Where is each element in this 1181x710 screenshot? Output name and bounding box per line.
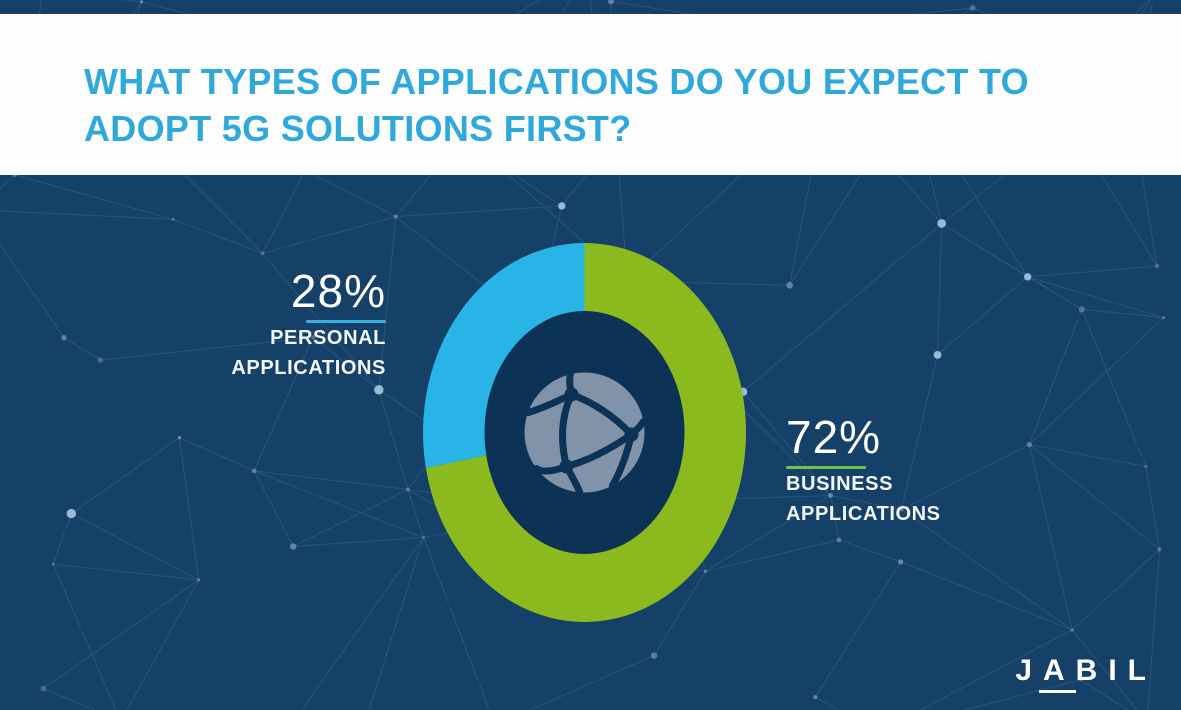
- network-globe-icon: [524, 370, 647, 495]
- globe-node: [624, 427, 639, 442]
- business-label-line1: BUSINESS: [786, 473, 894, 495]
- jabil-logo-a-crossbar: [1039, 690, 1077, 693]
- personal-underline: [306, 320, 386, 323]
- personal-percent: 28%: [290, 265, 386, 317]
- title-line-1: WHAT TYPES OF APPLICATIONS DO YOU EXPECT…: [84, 61, 1029, 102]
- business-callout: 72% BUSINESS APPLICATIONS: [786, 414, 1026, 529]
- personal-label-line2: APPLICATIONS: [231, 357, 386, 379]
- header-band: WHAT TYPES OF APPLICATIONS DO YOU EXPECT…: [0, 14, 1181, 175]
- donut-chart: [423, 243, 746, 622]
- globe-node: [564, 387, 579, 402]
- donut-segment-personal: [423, 243, 585, 469]
- personal-label-line1: PERSONAL: [270, 327, 386, 349]
- donut-segment-business: [425, 243, 746, 622]
- globe-network-lines: [525, 370, 647, 495]
- business-label-line2: APPLICATIONS: [786, 503, 941, 525]
- title-line-2: ADOPT 5G SOLUTIONS FIRST?: [84, 108, 632, 149]
- jabil-logo: JABIL: [1015, 654, 1157, 693]
- jabil-logo-text: JABIL: [1015, 654, 1157, 687]
- globe-node: [559, 459, 574, 474]
- business-percent: 72%: [786, 411, 882, 463]
- personal-callout: 28% PERSONAL APPLICATIONS: [166, 268, 386, 383]
- page-title: WHAT TYPES OF APPLICATIONS DO YOU EXPECT…: [0, 14, 1181, 152]
- business-underline: [786, 466, 866, 469]
